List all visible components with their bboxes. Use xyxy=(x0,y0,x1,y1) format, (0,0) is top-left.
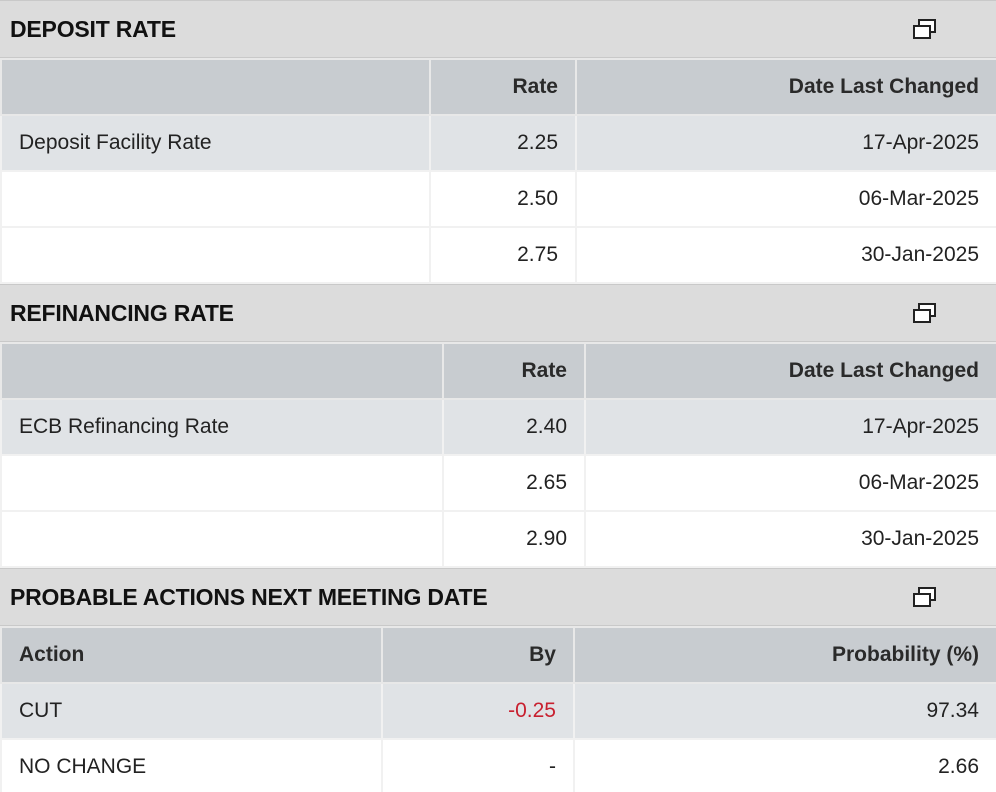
row-date: 17-Apr-2025 xyxy=(575,114,996,172)
refinancing-rate-panel: REFINANCING RATE Rate Date Last Changed xyxy=(0,284,996,568)
table-row: 2.65 06-Mar-2025 xyxy=(0,454,996,512)
table-row: CUT -0.25 97.34 xyxy=(0,682,996,740)
row-action: CUT xyxy=(0,682,383,740)
column-header-label xyxy=(0,342,444,400)
table-header-row: Rate Date Last Changed xyxy=(0,342,996,400)
deposit-rate-title: DEPOSIT RATE xyxy=(10,15,176,42)
row-rate: 2.65 xyxy=(442,454,586,512)
row-rate: 2.50 xyxy=(429,170,577,228)
popout-window-icon[interactable] xyxy=(912,585,938,609)
row-by: -0.25 xyxy=(381,682,575,740)
popout-window-icon[interactable] xyxy=(912,17,938,41)
probable-actions-table: Action By Probability (%) CUT -0.25 97.3… xyxy=(0,626,996,792)
table-row: 2.90 30-Jan-2025 xyxy=(0,510,996,568)
column-header-action[interactable]: Action xyxy=(0,626,383,684)
row-date: 17-Apr-2025 xyxy=(584,398,996,456)
row-rate: 2.90 xyxy=(442,510,586,568)
row-date: 30-Jan-2025 xyxy=(575,226,996,284)
table-header-row: Rate Date Last Changed xyxy=(0,58,996,116)
table-row: 2.50 06-Mar-2025 xyxy=(0,170,996,228)
probable-actions-panel: PROBABLE ACTIONS NEXT MEETING DATE Actio… xyxy=(0,568,996,792)
row-label xyxy=(0,170,431,228)
row-rate: 2.25 xyxy=(429,114,577,172)
row-label xyxy=(0,454,444,512)
row-probability: 97.34 xyxy=(573,682,996,740)
row-label xyxy=(0,226,431,284)
table-header-row: Action By Probability (%) xyxy=(0,626,996,684)
table-row: NO CHANGE - 2.66 xyxy=(0,738,996,792)
table-row: ECB Refinancing Rate 2.40 17-Apr-2025 xyxy=(0,398,996,456)
column-header-label xyxy=(0,58,431,116)
refinancing-rate-title: REFINANCING RATE xyxy=(10,299,234,326)
refinancing-rate-header: REFINANCING RATE xyxy=(0,284,996,342)
column-header-rate[interactable]: Rate xyxy=(429,58,577,116)
row-rate: 2.40 xyxy=(442,398,586,456)
probable-actions-title: PROBABLE ACTIONS NEXT MEETING DATE xyxy=(10,583,488,610)
row-probability: 2.66 xyxy=(573,738,996,792)
deposit-rate-table: Rate Date Last Changed Deposit Facility … xyxy=(0,58,996,284)
deposit-rate-panel: DEPOSIT RATE Rate Date Last Changed Depo xyxy=(0,0,996,284)
popout-window-icon[interactable] xyxy=(912,301,938,325)
row-date: 30-Jan-2025 xyxy=(584,510,996,568)
table-row: Deposit Facility Rate 2.25 17-Apr-2025 xyxy=(0,114,996,172)
column-header-probability[interactable]: Probability (%) xyxy=(573,626,996,684)
deposit-rate-header: DEPOSIT RATE xyxy=(0,0,996,58)
row-action: NO CHANGE xyxy=(0,738,383,792)
refinancing-rate-table: Rate Date Last Changed ECB Refinancing R… xyxy=(0,342,996,568)
row-date: 06-Mar-2025 xyxy=(575,170,996,228)
column-header-rate[interactable]: Rate xyxy=(442,342,586,400)
row-by: - xyxy=(381,738,575,792)
table-row: 2.75 30-Jan-2025 xyxy=(0,226,996,284)
probable-actions-header: PROBABLE ACTIONS NEXT MEETING DATE xyxy=(0,568,996,626)
row-date: 06-Mar-2025 xyxy=(584,454,996,512)
column-header-date[interactable]: Date Last Changed xyxy=(584,342,996,400)
row-label: Deposit Facility Rate xyxy=(0,114,431,172)
row-label: ECB Refinancing Rate xyxy=(0,398,444,456)
column-header-date[interactable]: Date Last Changed xyxy=(575,58,996,116)
row-rate: 2.75 xyxy=(429,226,577,284)
row-label xyxy=(0,510,444,568)
column-header-by[interactable]: By xyxy=(381,626,575,684)
